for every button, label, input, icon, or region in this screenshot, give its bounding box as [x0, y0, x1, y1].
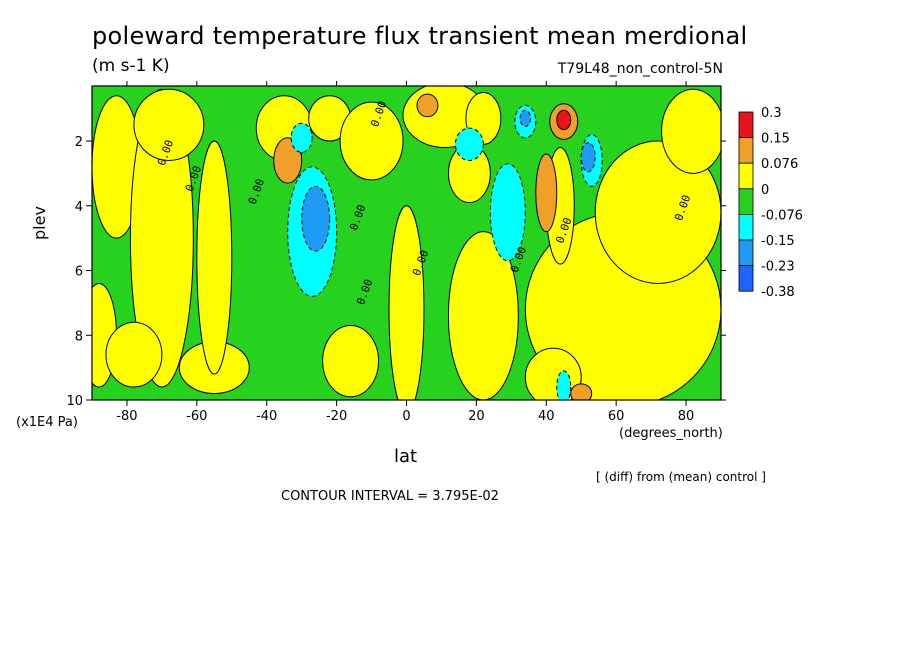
- contour-feature-21: [273, 137, 303, 184]
- contour-feature-18: [661, 88, 721, 174]
- contour-feature-11: [388, 205, 425, 400]
- x-tick-label-6: 40: [538, 409, 555, 424]
- x-axis-units: (degrees_north): [619, 426, 723, 441]
- x-tick-label-0: -80: [116, 409, 137, 424]
- contour-feature-26: [556, 109, 572, 131]
- y-tick-label-3: 8: [75, 329, 83, 344]
- legend-label-0: 0.3: [761, 106, 782, 121]
- contour-feature-10: [322, 325, 380, 398]
- x-tick-label-7: 60: [608, 409, 625, 424]
- x-tick-label-5: 20: [468, 409, 485, 424]
- contour-feature-25: [570, 383, 593, 400]
- legend-swatch-5: [738, 239, 754, 267]
- contour-feature-30: [454, 127, 484, 161]
- legend-swatch-4: [738, 213, 754, 241]
- contour-feature-35: [580, 142, 596, 173]
- y-tick-label-1: 4: [75, 200, 83, 215]
- x-axis-label: lat: [394, 446, 418, 467]
- contour-feature-9: [339, 101, 404, 181]
- contour-feature-29: [489, 163, 526, 262]
- legend-label-4: -0.076: [761, 208, 803, 223]
- x-tick-label-8: 80: [678, 409, 695, 424]
- legend-label-1: 0.15: [761, 132, 790, 147]
- contour-features: [92, 86, 721, 400]
- diff-note: [ (diff) from (mean) control ]: [596, 470, 766, 484]
- legend-swatch-6: [738, 265, 754, 292]
- legend-label-2: 0.076: [761, 157, 798, 172]
- x-tick-label-3: -20: [326, 409, 347, 424]
- legend-label-5: -0.15: [761, 234, 795, 249]
- contour-feature-15: [447, 231, 519, 400]
- y-tick-label-0: 2: [75, 135, 83, 150]
- contour-feature-36: [519, 109, 532, 127]
- legend-swatch-0: [738, 111, 754, 139]
- run-name: T79L48_non_control-5N: [557, 61, 723, 77]
- legend-swatch-2: [738, 162, 754, 190]
- contour-feature-33: [556, 370, 572, 400]
- legend-label-7: -0.38: [761, 285, 795, 300]
- x-tick-label-1: -60: [186, 409, 207, 424]
- legend-swatch-3: [738, 188, 754, 215]
- contour-interval: CONTOUR INTERVAL = 3.795E-02: [281, 489, 499, 504]
- x-tick-label-4: 0: [402, 409, 410, 424]
- contour-feature-23: [535, 153, 558, 233]
- chart-units: (m s-1 K): [92, 56, 170, 76]
- y-tick-label-4: 10: [66, 394, 83, 409]
- x-tick-label-2: -40: [256, 409, 277, 424]
- contour-feature-5: [133, 88, 205, 161]
- y-axis-units: (x1E4 Pa): [16, 415, 78, 430]
- contour-feature-1: [129, 88, 194, 388]
- y-axis-label: plev: [30, 206, 49, 240]
- legend-label-6: -0.23: [761, 260, 795, 275]
- contour-feature-22: [416, 93, 439, 118]
- legend-swatch-1: [738, 137, 754, 164]
- contour-feature-34: [301, 185, 331, 252]
- contour-feature-28: [290, 122, 313, 153]
- contour-feature-6: [196, 140, 233, 375]
- legend-label-3: 0: [761, 183, 769, 198]
- y-tick-label-2: 6: [75, 265, 83, 280]
- contour-feature-3: [105, 321, 163, 388]
- chart-title: poleward temperature flux transient mean…: [92, 22, 748, 50]
